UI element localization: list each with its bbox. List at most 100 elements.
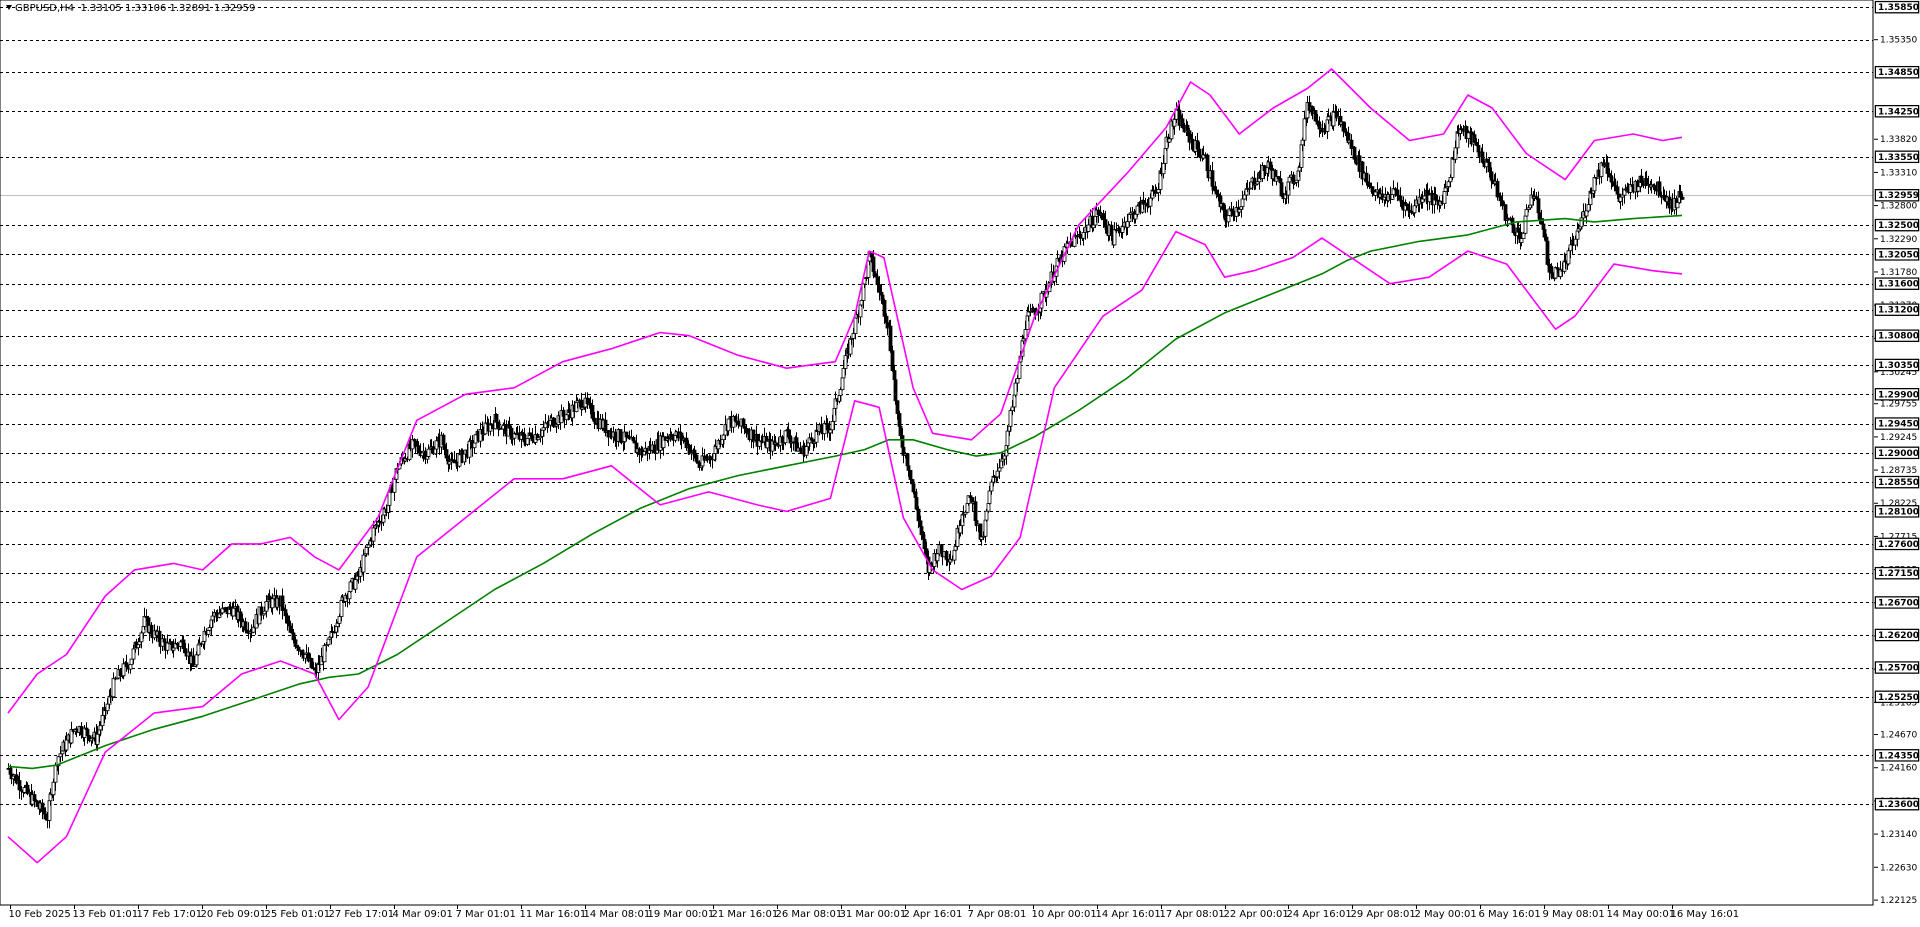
y-tick-label: 1.29755 bbox=[1880, 400, 1917, 410]
candle-body bbox=[884, 315, 889, 324]
candle-body bbox=[1081, 232, 1086, 239]
candle-body bbox=[983, 519, 988, 537]
candle-body bbox=[963, 511, 968, 515]
price-level-label: 1.27150 bbox=[1878, 569, 1919, 579]
candle-body bbox=[111, 677, 116, 698]
candle-body bbox=[178, 641, 183, 647]
candle-body bbox=[906, 465, 911, 471]
candle-body bbox=[1112, 229, 1117, 246]
candle-body bbox=[1156, 189, 1161, 194]
candle-body bbox=[98, 725, 103, 731]
candle-body bbox=[1657, 181, 1662, 196]
candle-body bbox=[371, 527, 376, 542]
y-tick-label: 1.31780 bbox=[1880, 268, 1917, 278]
candle-body bbox=[567, 409, 572, 414]
candle-body bbox=[989, 481, 994, 492]
candle-body bbox=[288, 625, 293, 633]
candle-body bbox=[908, 469, 913, 480]
x-tick-label: 19 Mar 00:01 bbox=[648, 909, 715, 920]
candle-body bbox=[1221, 203, 1226, 211]
candle-body bbox=[348, 581, 353, 592]
candle-body bbox=[919, 526, 924, 536]
price-level-badge-inner bbox=[1876, 538, 1918, 549]
candle-body bbox=[914, 497, 919, 510]
price-level-label: 1.26700 bbox=[1878, 598, 1919, 608]
candle-body bbox=[783, 430, 788, 444]
candle-body bbox=[692, 449, 697, 456]
candle-body bbox=[1511, 224, 1516, 233]
x-tick-label: 27 Feb 17:01 bbox=[329, 909, 395, 920]
ohlc-readout: 1.33105 1.33106 1.32891 1.32959 bbox=[80, 3, 256, 14]
price-level-badge-inner bbox=[1876, 750, 1918, 761]
price-level-badge-inner bbox=[1876, 151, 1918, 162]
candle-body bbox=[1537, 212, 1542, 219]
price-level-badge-inner bbox=[1876, 799, 1918, 810]
candle-body bbox=[507, 424, 512, 429]
candle-body bbox=[1442, 191, 1447, 205]
candle-body bbox=[413, 440, 418, 446]
candle-body bbox=[139, 632, 144, 643]
candle-body bbox=[1448, 176, 1453, 183]
candle-body bbox=[987, 490, 992, 504]
candle-body bbox=[202, 630, 207, 642]
candle-body bbox=[1605, 162, 1610, 174]
candle-body bbox=[1524, 209, 1529, 217]
candle-body bbox=[968, 495, 973, 499]
plot-frame bbox=[0, 0, 1874, 906]
x-tick-label: 13 Feb 01:01 bbox=[73, 909, 139, 920]
price-level-label: 1.35850 bbox=[1878, 3, 1919, 13]
candle-body bbox=[922, 538, 927, 550]
candle-body bbox=[859, 300, 864, 306]
x-tick-label: 2 Apr 16:01 bbox=[904, 909, 963, 920]
price-level-label: 1.28550 bbox=[1878, 478, 1919, 488]
x-tick-label: 6 May 16:01 bbox=[1479, 909, 1541, 920]
candle-body bbox=[165, 642, 170, 651]
candle-body bbox=[1498, 195, 1503, 202]
candle-body bbox=[997, 467, 1002, 472]
candle-body bbox=[434, 440, 439, 450]
candle-body bbox=[1008, 410, 1013, 427]
candle-body bbox=[624, 431, 629, 438]
price-level-badge-inner bbox=[1876, 506, 1918, 517]
y-tick-label: 1.33820 bbox=[1880, 135, 1917, 145]
candle-body bbox=[1268, 161, 1273, 170]
candle-body bbox=[1341, 121, 1346, 132]
dropdown-arrow-icon[interactable] bbox=[6, 5, 12, 10]
candle-body bbox=[551, 417, 556, 427]
candle-body bbox=[392, 478, 397, 493]
candle-body bbox=[1214, 189, 1219, 195]
price-level-label: 1.25250 bbox=[1878, 693, 1919, 703]
x-tick-label: 9 May 08:01 bbox=[1543, 909, 1605, 920]
candle-body bbox=[525, 438, 530, 445]
lower-band-line bbox=[7, 230, 1683, 864]
candle-body bbox=[270, 598, 275, 609]
candle-body bbox=[1133, 213, 1138, 220]
candle-body bbox=[1013, 382, 1018, 396]
upper-band-line bbox=[7, 68, 1683, 714]
candle-body bbox=[898, 425, 903, 436]
candle-body bbox=[22, 787, 27, 793]
x-tick-label: 21 Mar 16:01 bbox=[712, 909, 779, 920]
level-lines bbox=[0, 7, 1873, 805]
price-level-label: 1.23600 bbox=[1878, 800, 1919, 810]
candle-body bbox=[79, 726, 84, 736]
candle-body bbox=[1584, 210, 1589, 217]
candle-body bbox=[1542, 229, 1547, 238]
y-tick-label: 1.32800 bbox=[1880, 202, 1917, 212]
candle-body bbox=[1568, 244, 1573, 252]
x-tick-label: 4 Mar 09:01 bbox=[393, 909, 453, 920]
candle-body bbox=[1370, 186, 1375, 193]
candle-body bbox=[1279, 182, 1284, 197]
price-level-badge-inner bbox=[1876, 220, 1918, 231]
candle-body bbox=[841, 368, 846, 379]
candle-body bbox=[95, 733, 100, 745]
price-level-badge-inner bbox=[1876, 190, 1918, 201]
candle-body bbox=[828, 429, 833, 434]
x-tick-label: 14 Mar 08:01 bbox=[584, 909, 651, 920]
candle-body bbox=[1302, 118, 1307, 141]
price-level-badge-inner bbox=[1876, 249, 1918, 260]
candle-body bbox=[1680, 196, 1685, 200]
candle-body bbox=[744, 427, 749, 434]
